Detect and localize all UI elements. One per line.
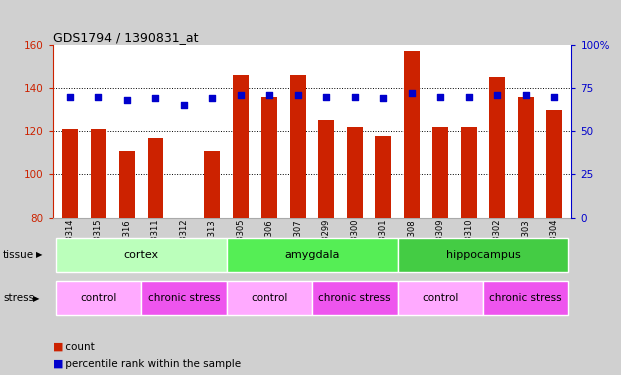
Bar	[62, 129, 78, 218]
Point	[464, 94, 474, 100]
Point	[150, 96, 160, 102]
Point	[293, 92, 303, 98]
Text: chronic stress: chronic stress	[319, 293, 391, 303]
Point	[93, 94, 103, 100]
Bar	[432, 127, 448, 218]
Text: ■: ■	[53, 342, 63, 352]
Point	[265, 92, 274, 98]
Point	[407, 90, 417, 96]
Text: chronic stress: chronic stress	[148, 293, 220, 303]
Bar	[461, 127, 476, 218]
Bar	[518, 97, 533, 218]
Text: ▶: ▶	[33, 294, 39, 303]
Point	[236, 92, 246, 98]
Point	[378, 96, 388, 102]
Point	[179, 102, 189, 108]
Point	[122, 97, 132, 103]
Text: tissue: tissue	[3, 250, 34, 260]
Text: ■: ■	[53, 359, 63, 369]
Text: cortex: cortex	[124, 250, 159, 260]
Text: ▶: ▶	[36, 251, 42, 260]
Bar	[261, 97, 277, 218]
Text: control: control	[422, 293, 458, 303]
Point	[435, 94, 445, 100]
Text: control: control	[251, 293, 288, 303]
Text: amygdala: amygdala	[284, 250, 340, 260]
Text: chronic stress: chronic stress	[489, 293, 562, 303]
Bar	[148, 138, 163, 218]
Text: percentile rank within the sample: percentile rank within the sample	[62, 359, 241, 369]
Bar	[312, 281, 397, 315]
Bar	[397, 281, 483, 315]
Bar	[227, 281, 312, 315]
Point	[65, 94, 75, 100]
Bar	[233, 75, 248, 217]
Bar	[397, 238, 568, 272]
Bar	[204, 151, 220, 217]
Bar	[546, 110, 562, 218]
Point	[350, 94, 360, 100]
Bar	[290, 75, 306, 217]
Point	[521, 92, 531, 98]
Text: GDS1794 / 1390831_at: GDS1794 / 1390831_at	[53, 31, 198, 44]
Bar	[119, 151, 135, 217]
Bar	[489, 77, 505, 218]
Bar	[56, 281, 141, 315]
Point	[321, 94, 331, 100]
Bar	[404, 51, 420, 217]
Text: stress: stress	[3, 293, 34, 303]
Point	[549, 94, 559, 100]
Bar	[91, 129, 106, 218]
Bar	[347, 127, 363, 218]
Bar	[227, 238, 397, 272]
Text: hippocampus: hippocampus	[446, 250, 520, 260]
Bar	[376, 136, 391, 218]
Text: control: control	[80, 293, 117, 303]
Bar	[483, 281, 568, 315]
Bar	[141, 281, 227, 315]
Bar	[56, 238, 227, 272]
Text: count: count	[62, 342, 95, 352]
Bar	[319, 120, 334, 218]
Point	[207, 96, 217, 102]
Point	[492, 92, 502, 98]
